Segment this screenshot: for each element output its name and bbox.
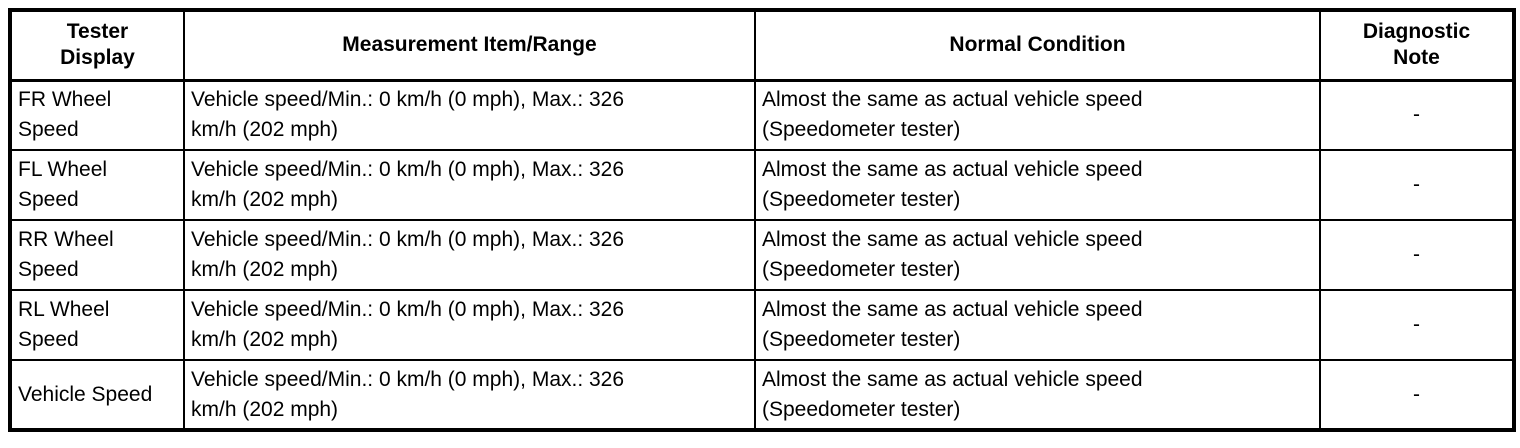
cell-normal-condition: Almost the same as actual vehicle speed … bbox=[754, 149, 1321, 221]
column-header-diagnostic-note: Diagnostic Note bbox=[1319, 9, 1515, 82]
column-header-tester-display: Tester Display bbox=[9, 9, 185, 82]
cell-measurement-item-range: Vehicle speed/Min.: 0 km/h (0 mph), Max.… bbox=[183, 289, 756, 361]
cell-tester-display: RL Wheel Speed bbox=[9, 289, 185, 361]
table-row-fl-wheel-speed: FL Wheel Speed Vehicle speed/Min.: 0 km/… bbox=[9, 149, 1515, 221]
document-page: Tester Display Measurement Item/Range No… bbox=[8, 8, 1516, 432]
cell-tester-display: FL Wheel Speed bbox=[9, 149, 185, 221]
cell-diagnostic-note: - bbox=[1319, 359, 1515, 431]
cell-normal-condition: Almost the same as actual vehicle speed … bbox=[754, 289, 1321, 361]
table-row-fr-wheel-speed: FR Wheel Speed Vehicle speed/Min.: 0 km/… bbox=[9, 79, 1515, 151]
cell-measurement-item-range: Vehicle speed/Min.: 0 km/h (0 mph), Max.… bbox=[183, 359, 756, 431]
cell-diagnostic-note: - bbox=[1319, 149, 1515, 221]
cell-measurement-item-range: Vehicle speed/Min.: 0 km/h (0 mph), Max.… bbox=[183, 219, 756, 291]
column-header-normal-condition: Normal Condition bbox=[754, 9, 1321, 82]
cell-measurement-item-range: Vehicle speed/Min.: 0 km/h (0 mph), Max.… bbox=[183, 149, 756, 221]
table-row-vehicle-speed: Vehicle Speed Vehicle speed/Min.: 0 km/h… bbox=[9, 359, 1515, 431]
cell-tester-display: Vehicle Speed bbox=[9, 359, 185, 431]
column-header-measurement-item-range: Measurement Item/Range bbox=[183, 9, 756, 82]
cell-diagnostic-note: - bbox=[1319, 219, 1515, 291]
cell-diagnostic-note: - bbox=[1319, 79, 1515, 151]
cell-normal-condition: Almost the same as actual vehicle speed … bbox=[754, 219, 1321, 291]
cell-tester-display: RR Wheel Speed bbox=[9, 219, 185, 291]
header-row: Tester Display Measurement Item/Range No… bbox=[9, 9, 1515, 82]
table-row-rr-wheel-speed: RR Wheel Speed Vehicle speed/Min.: 0 km/… bbox=[9, 219, 1515, 291]
cell-normal-condition: Almost the same as actual vehicle speed … bbox=[754, 359, 1321, 431]
cell-tester-display: FR Wheel Speed bbox=[9, 79, 185, 151]
cell-diagnostic-note: - bbox=[1319, 289, 1515, 361]
tester-display-spec-table: Tester Display Measurement Item/Range No… bbox=[8, 8, 1516, 432]
cell-measurement-item-range: Vehicle speed/Min.: 0 km/h (0 mph), Max.… bbox=[183, 79, 756, 151]
cell-normal-condition: Almost the same as actual vehicle speed … bbox=[754, 79, 1321, 151]
table-row-rl-wheel-speed: RL Wheel Speed Vehicle speed/Min.: 0 km/… bbox=[9, 289, 1515, 361]
